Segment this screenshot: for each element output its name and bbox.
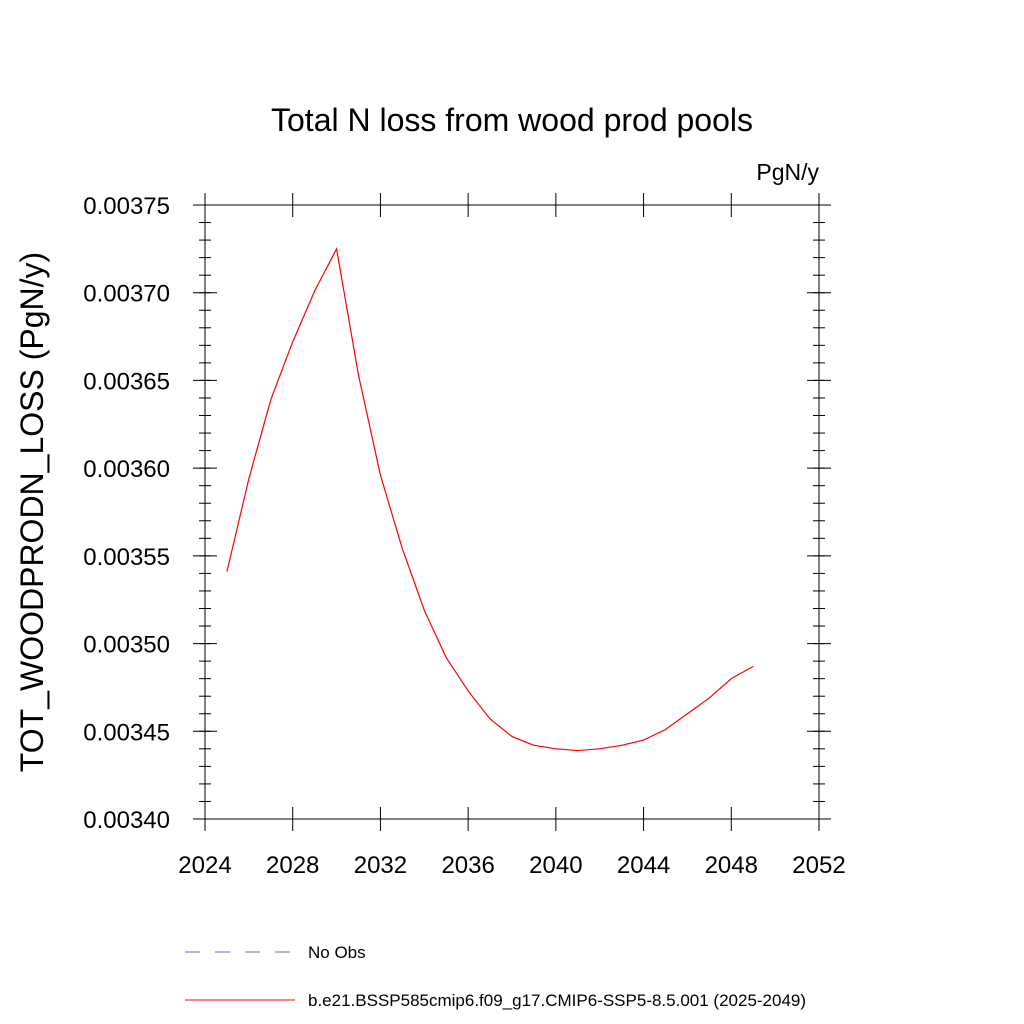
y-tick-label: 0.00375 <box>83 193 170 220</box>
units-label: PgN/y <box>756 159 819 185</box>
plot-frame <box>204 204 820 820</box>
x-tick-label: 2028 <box>266 852 319 879</box>
x-tick-label: 2044 <box>617 852 670 879</box>
y-tick-label: 0.00350 <box>83 632 170 659</box>
x-tick-label: 2048 <box>705 852 758 879</box>
y-tick-label: 0.00360 <box>83 456 170 483</box>
x-tick-label: 2032 <box>354 852 407 879</box>
x-tick-label: 2052 <box>792 852 845 879</box>
legend: No Obs b.e21.BSSP585cmip6.f09_g17.CMIP6-… <box>185 943 806 1010</box>
legend-label-no-obs: No Obs <box>308 943 366 962</box>
x-tick-label: 2036 <box>441 852 494 879</box>
x-tick-labels: 2024 2028 2032 2036 2040 2044 2048 2052 <box>178 852 845 879</box>
y-tick-label: 0.00345 <box>83 719 170 746</box>
x-tick-label: 2024 <box>178 852 231 879</box>
series-line-1 <box>226 247 754 752</box>
minor-ticks <box>199 204 825 820</box>
y-tick-label: 0.00365 <box>83 368 170 395</box>
major-ticks <box>193 193 831 831</box>
y-tick-label: 0.00355 <box>83 544 170 571</box>
x-tick-label: 2040 <box>529 852 582 879</box>
y-tick-label: 0.00340 <box>83 807 170 834</box>
legend-label-model-run: b.e21.BSSP585cmip6.f09_g17.CMIP6-SSP5-8.… <box>308 991 806 1010</box>
series-lines <box>226 247 754 752</box>
y-tick-label: 0.00370 <box>83 281 170 308</box>
y-tick-labels: 0.00340 0.00345 0.00350 0.00355 0.00360 0.003… <box>83 193 170 834</box>
chart-title: Total N loss from wood prod pools <box>271 102 753 138</box>
y-axis-label: TOT_WOODPRODN_LOSS (PgN/y) <box>14 252 50 772</box>
